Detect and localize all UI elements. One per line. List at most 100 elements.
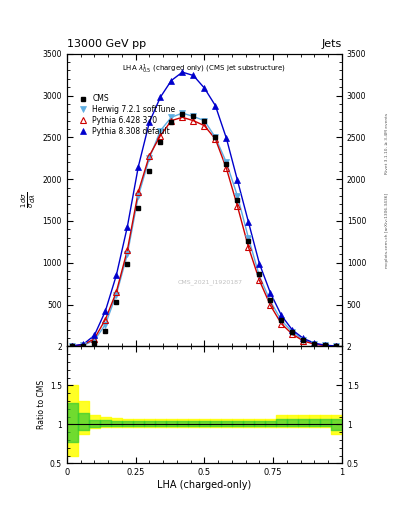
Herwig 7.2.1 softTune	[103, 322, 108, 328]
Pythia 6.428 370	[136, 188, 141, 195]
Line: Herwig 7.2.1 softTune: Herwig 7.2.1 softTune	[70, 110, 339, 349]
Pythia 6.428 370	[169, 118, 174, 124]
Y-axis label: $\frac{1}{\sigma}\frac{d\sigma}{d\lambda}$: $\frac{1}{\sigma}\frac{d\sigma}{d\lambda…	[20, 192, 38, 208]
Pythia 8.308 default	[323, 342, 328, 348]
Pythia 8.308 default	[257, 261, 262, 267]
Herwig 7.2.1 softTune	[114, 291, 119, 297]
Pythia 8.308 default	[125, 224, 130, 230]
CMS	[125, 261, 130, 267]
Legend: CMS, Herwig 7.2.1 softTune, Pythia 6.428 370, Pythia 8.308 default: CMS, Herwig 7.2.1 softTune, Pythia 6.428…	[76, 93, 177, 138]
Herwig 7.2.1 softTune	[180, 110, 185, 116]
Herwig 7.2.1 softTune	[136, 193, 141, 199]
Pythia 8.308 default	[334, 343, 339, 349]
Pythia 8.308 default	[147, 119, 152, 125]
Pythia 8.308 default	[158, 94, 163, 100]
Herwig 7.2.1 softTune	[312, 341, 317, 347]
Pythia 8.308 default	[268, 290, 273, 296]
Pythia 6.428 370	[323, 343, 328, 349]
Pythia 8.308 default	[213, 102, 218, 109]
Pythia 6.428 370	[81, 342, 86, 348]
CMS	[323, 343, 328, 349]
Pythia 6.428 370	[191, 118, 196, 124]
CMS	[81, 343, 86, 349]
CMS	[213, 134, 218, 140]
Text: CMS_2021_I1920187: CMS_2021_I1920187	[177, 279, 242, 285]
Pythia 8.308 default	[235, 177, 240, 183]
CMS	[169, 119, 174, 125]
Pythia 6.428 370	[213, 136, 218, 142]
CMS	[312, 341, 317, 347]
CMS	[290, 329, 295, 335]
Herwig 7.2.1 softTune	[301, 336, 306, 343]
Pythia 8.308 default	[301, 335, 306, 342]
CMS	[279, 316, 284, 323]
Y-axis label: Ratio to CMS: Ratio to CMS	[37, 380, 46, 430]
Pythia 8.308 default	[312, 340, 317, 346]
Herwig 7.2.1 softTune	[70, 343, 75, 349]
Herwig 7.2.1 softTune	[92, 337, 97, 344]
Herwig 7.2.1 softTune	[235, 193, 240, 199]
CMS	[147, 168, 152, 174]
Pythia 8.308 default	[136, 163, 141, 169]
Line: CMS: CMS	[70, 112, 339, 349]
CMS	[202, 118, 207, 124]
Pythia 6.428 370	[202, 122, 207, 129]
CMS	[92, 340, 97, 346]
Pythia 8.308 default	[81, 341, 86, 347]
Line: Pythia 8.308 default: Pythia 8.308 default	[70, 69, 339, 349]
Pythia 6.428 370	[103, 316, 108, 323]
Pythia 6.428 370	[257, 277, 262, 283]
Herwig 7.2.1 softTune	[323, 343, 328, 349]
CMS	[235, 197, 240, 203]
CMS	[158, 138, 163, 144]
Herwig 7.2.1 softTune	[268, 298, 273, 304]
Pythia 6.428 370	[125, 247, 130, 253]
CMS	[301, 336, 306, 343]
Pythia 8.308 default	[202, 85, 207, 91]
Herwig 7.2.1 softTune	[246, 234, 251, 241]
Pythia 8.308 default	[191, 72, 196, 78]
Pythia 8.308 default	[114, 272, 119, 279]
Text: LHA $\lambda^1_{0.5}$ (charged only) (CMS jet substructure): LHA $\lambda^1_{0.5}$ (charged only) (CM…	[122, 62, 286, 76]
Pythia 8.308 default	[103, 308, 108, 314]
Pythia 6.428 370	[158, 133, 163, 139]
Line: Pythia 6.428 370: Pythia 6.428 370	[70, 115, 339, 349]
Herwig 7.2.1 softTune	[202, 118, 207, 124]
Pythia 6.428 370	[334, 343, 339, 349]
CMS	[268, 296, 273, 303]
Herwig 7.2.1 softTune	[334, 343, 339, 349]
Pythia 6.428 370	[147, 153, 152, 159]
Herwig 7.2.1 softTune	[125, 251, 130, 258]
CMS	[114, 299, 119, 305]
CMS	[136, 205, 141, 211]
CMS	[224, 161, 229, 167]
Text: Jets: Jets	[321, 38, 342, 49]
Pythia 8.308 default	[290, 327, 295, 333]
Herwig 7.2.1 softTune	[279, 317, 284, 324]
Pythia 6.428 370	[114, 289, 119, 295]
Pythia 6.428 370	[235, 203, 240, 209]
Pythia 6.428 370	[246, 244, 251, 250]
CMS	[191, 113, 196, 119]
Pythia 8.308 default	[246, 219, 251, 225]
Pythia 6.428 370	[224, 165, 229, 172]
Pythia 6.428 370	[312, 341, 317, 347]
CMS	[70, 343, 75, 349]
Pythia 6.428 370	[301, 338, 306, 344]
Pythia 8.308 default	[70, 343, 75, 349]
CMS	[103, 328, 108, 334]
Herwig 7.2.1 softTune	[257, 273, 262, 279]
Text: Rivet 3.1.10, ≥ 3.4M events: Rivet 3.1.10, ≥ 3.4M events	[385, 113, 389, 174]
X-axis label: LHA (charged-only): LHA (charged-only)	[157, 480, 252, 490]
CMS	[257, 271, 262, 278]
Text: 13000 GeV pp: 13000 GeV pp	[67, 38, 146, 49]
CMS	[180, 111, 185, 117]
Herwig 7.2.1 softTune	[213, 134, 218, 140]
Herwig 7.2.1 softTune	[224, 159, 229, 165]
Herwig 7.2.1 softTune	[158, 127, 163, 134]
Pythia 8.308 default	[224, 135, 229, 141]
Herwig 7.2.1 softTune	[290, 329, 295, 335]
Pythia 6.428 370	[268, 302, 273, 308]
Text: mcplots.cern.ch [arXiv:1306.3436]: mcplots.cern.ch [arXiv:1306.3436]	[385, 193, 389, 268]
Pythia 6.428 370	[70, 343, 75, 349]
